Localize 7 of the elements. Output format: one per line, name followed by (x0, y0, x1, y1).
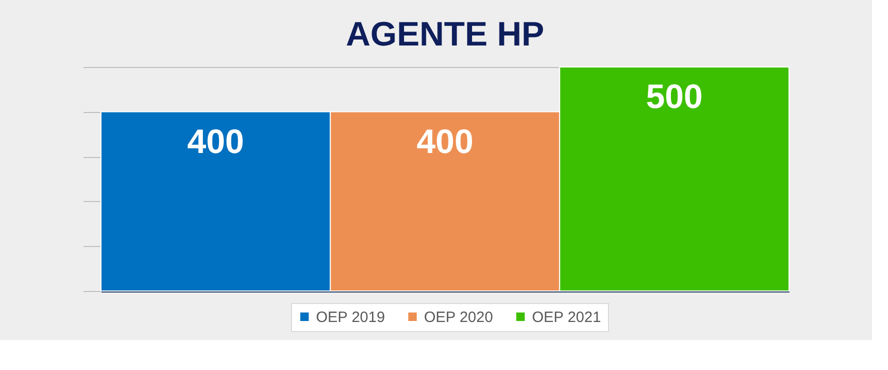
legend-label: OEP 2019 (316, 308, 385, 326)
data-label: 400 (187, 122, 244, 161)
legend-label: OEP 2020 (424, 308, 493, 326)
legend-label: OEP 2021 (532, 308, 601, 326)
chart-title: AGENTE HP (346, 16, 544, 54)
data-label: 500 (646, 78, 703, 116)
data-label: 400 (416, 122, 474, 161)
